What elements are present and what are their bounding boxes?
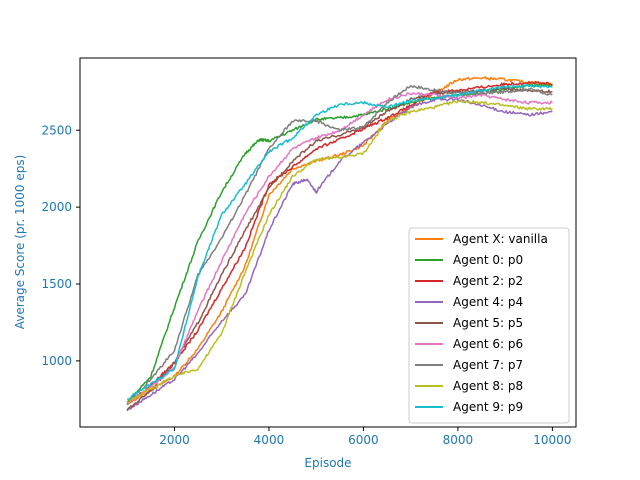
series-line — [126, 84, 553, 405]
legend: Agent X: vanilla Agent 0: p0 Agent 2: p2 Ag… — [408, 227, 570, 424]
legend-label: Agent 5: p5 — [453, 316, 523, 330]
legend-label: Agent 9: p9 — [453, 400, 523, 414]
x-tick-label: 10000 — [533, 433, 571, 447]
series-line — [126, 99, 553, 404]
x-tick-label: 4000 — [254, 433, 285, 447]
legend-label: Agent 4: p4 — [453, 295, 523, 309]
legend-label: Agent X: vanilla — [453, 232, 548, 246]
series-line — [126, 86, 553, 412]
x-tick-label: 6000 — [348, 433, 379, 447]
series-line — [126, 97, 553, 411]
series-layer — [126, 76, 553, 412]
y-tick-label: 1000 — [41, 354, 72, 368]
legend-label: Agent 2: p2 — [453, 274, 523, 288]
x-tick-label: 8000 — [443, 433, 474, 447]
series-line — [126, 80, 553, 405]
legend-box — [408, 227, 570, 424]
series-line — [126, 83, 553, 401]
plot-frame — [79, 57, 577, 428]
x-axis-label: Episode — [304, 456, 351, 470]
y-tick-label: 2500 — [41, 123, 72, 137]
y-tick-label: 1500 — [41, 277, 72, 291]
x-axis: 2000 4000 6000 8000 10000 — [159, 427, 571, 447]
legend-label: Agent 8: p8 — [453, 379, 523, 393]
y-axis-label: Average Score (pr. 1000 eps) — [13, 155, 27, 330]
y-tick-label: 2000 — [41, 200, 72, 214]
legend-label: Agent 0: p0 — [453, 253, 523, 267]
legend-label: Agent 7: p7 — [453, 358, 523, 372]
y-axis: 1000 1500 2000 2500 — [41, 123, 80, 368]
legend-label: Agent 6: p6 — [453, 337, 523, 351]
x-tick-label: 2000 — [159, 433, 190, 447]
series-line — [127, 76, 553, 405]
